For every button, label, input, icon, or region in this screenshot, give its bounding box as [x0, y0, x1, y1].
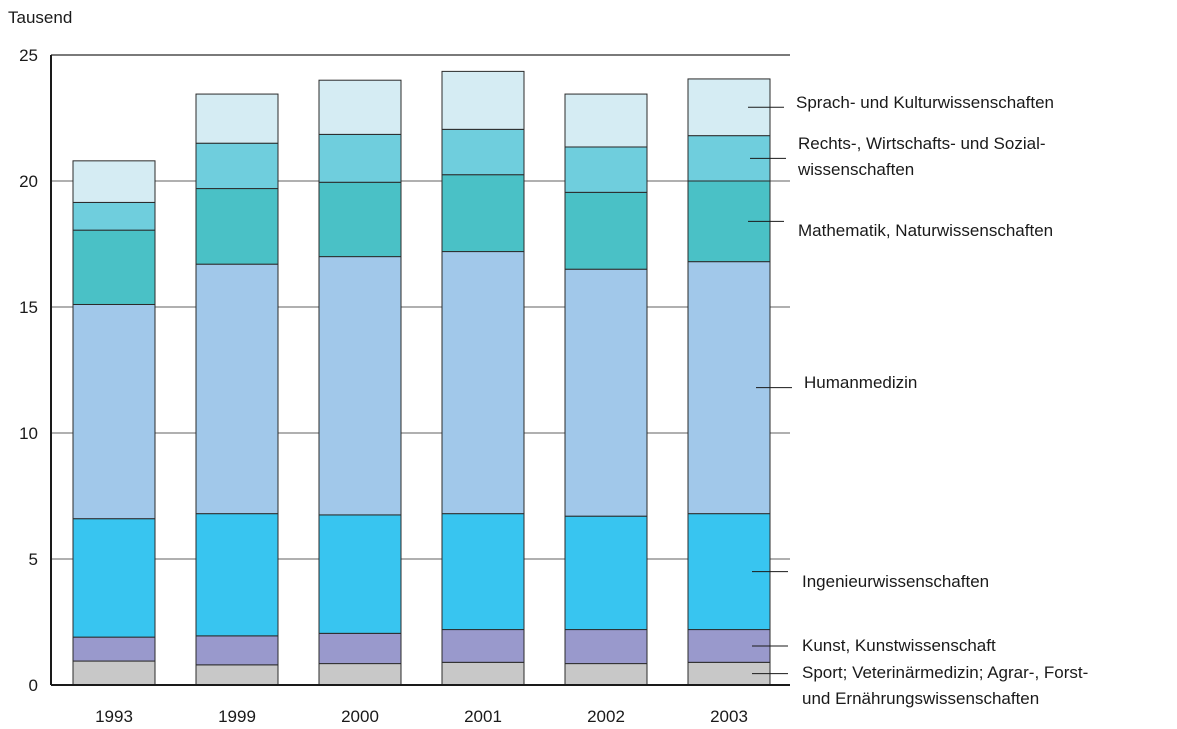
legend-entry: Rechts-, Wirtschafts- und Sozial-wissens…: [750, 134, 1046, 179]
grid-lines: [51, 54, 790, 560]
bar-stacks: [72, 70, 771, 686]
bar-segment: [72, 518, 156, 638]
bar-segment: [441, 251, 525, 515]
legend-label: Mathematik, Naturwissenschaften: [798, 221, 1053, 240]
y-tick-label: 15: [19, 298, 38, 317]
bar-segment: [564, 515, 648, 631]
bar-segment: [72, 636, 156, 662]
x-tick-label: 2000: [341, 707, 379, 726]
x-tick-label: 1993: [95, 707, 133, 726]
legend-entry: Sprach- und Kulturwissenschaften: [748, 93, 1054, 112]
legend-label: und Ernährungswissenschaften: [802, 689, 1039, 708]
bar-segment: [564, 629, 648, 665]
bar-segment: [72, 160, 156, 203]
legend-entry: Ingenieurwissenschaften: [752, 571, 989, 591]
legend-label: Sprach- und Kulturwissenschaften: [796, 93, 1054, 112]
y-tick-label: 5: [29, 550, 38, 569]
legend: Sport; Veterinärmedizin; Agrar-, Forst-u…: [748, 93, 1088, 708]
y-unit-label: Tausend: [8, 8, 72, 27]
bar-segment: [564, 93, 648, 148]
y-tick-label: 10: [19, 424, 38, 443]
axes: [50, 55, 790, 686]
bar-segment: [441, 661, 525, 686]
bar-segment: [318, 79, 402, 135]
y-tick-labels: 0 5 10 15 20 25: [19, 46, 38, 695]
legend-label: Kunst, Kunstwissenschaft: [802, 636, 996, 655]
legend-entry: Sport; Veterinärmedizin; Agrar-, Forst-u…: [752, 663, 1088, 708]
bar-segment: [318, 181, 402, 258]
y-tick-label: 0: [29, 676, 38, 695]
x-tick-label: 2002: [587, 707, 625, 726]
legend-entry: Humanmedizin: [756, 373, 917, 392]
legend-label: Sport; Veterinärmedizin; Agrar-, Forst-: [802, 663, 1088, 682]
bar-segment: [441, 513, 525, 631]
legend-label: Humanmedizin: [804, 373, 917, 392]
bar-segment: [318, 256, 402, 516]
bar-segment: [72, 201, 156, 231]
bar-segment: [318, 514, 402, 634]
bar-segment: [441, 128, 525, 176]
bar-stack: [441, 70, 525, 686]
bar-segment: [318, 663, 402, 686]
bar-segment: [195, 188, 279, 265]
bar-stack: [687, 78, 771, 686]
bar-segment: [564, 663, 648, 686]
legend-entry: Mathematik, Naturwissenschaften: [748, 220, 1053, 240]
bar-stack: [72, 160, 156, 686]
legend-entry: Kunst, Kunstwissenschaft: [752, 636, 996, 655]
legend-label: wissenschaften: [797, 160, 914, 179]
legend-label: Rechts-, Wirtschafts- und Sozial-: [798, 134, 1046, 153]
x-tick-label: 2001: [464, 707, 502, 726]
bar-segment: [441, 70, 525, 130]
bar-segment: [441, 174, 525, 253]
y-tick-label: 20: [19, 172, 38, 191]
x-tick-labels: 1993 1999 2000 2001 2002 2003: [95, 707, 748, 726]
bar-segment: [72, 229, 156, 305]
bar-segment: [195, 93, 279, 144]
bar-stack: [318, 79, 402, 686]
bar-segment: [195, 664, 279, 686]
bar-segment: [564, 268, 648, 517]
bar-segment: [195, 263, 279, 515]
bar-segment: [564, 191, 648, 270]
bar-segment: [72, 660, 156, 686]
bar-segment: [318, 133, 402, 183]
x-tick-label: 2003: [710, 707, 748, 726]
bar-segment: [441, 629, 525, 663]
y-tick-label: 25: [19, 46, 38, 65]
legend-label: Ingenieurwissenschaften: [802, 572, 989, 591]
bar-stack: [195, 93, 279, 686]
bar-segment: [195, 142, 279, 190]
bar-segment: [318, 632, 402, 665]
bar-segment: [564, 146, 648, 193]
bar-segment: [72, 303, 156, 520]
bar-segment: [195, 513, 279, 637]
x-tick-label: 1999: [218, 707, 256, 726]
bar-stack: [564, 93, 648, 686]
bar-segment: [195, 635, 279, 666]
